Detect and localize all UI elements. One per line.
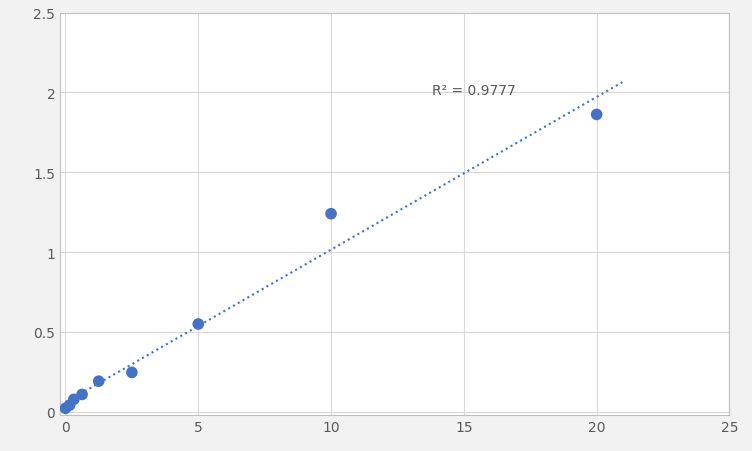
Point <box>64 401 76 409</box>
Point <box>92 377 105 385</box>
Point <box>68 396 80 403</box>
Point <box>590 111 602 119</box>
Text: R² = 0.9777: R² = 0.9777 <box>432 84 516 98</box>
Point <box>59 405 71 412</box>
Point <box>193 321 205 328</box>
Point <box>325 211 337 218</box>
Point <box>126 369 138 376</box>
Point <box>76 391 88 398</box>
